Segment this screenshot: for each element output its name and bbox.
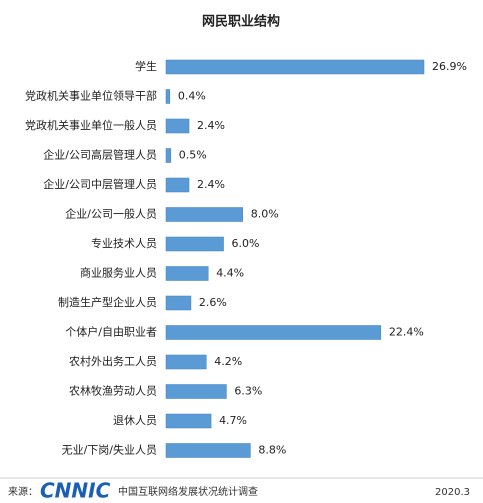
bar — [165, 443, 251, 458]
category-label: 商业服务业人员 — [80, 266, 157, 280]
value-label: 2.4% — [197, 119, 225, 132]
category-label: 个体户/自由职业者 — [65, 325, 157, 339]
category-label: 党政机关事业单位一般人员 — [25, 118, 157, 132]
category-label: 制造生产型企业人员 — [58, 295, 157, 309]
category-label: 党政机关事业单位领导干部 — [25, 89, 157, 103]
bar — [165, 118, 190, 134]
value-label: 2.6% — [199, 296, 227, 309]
category-label: 专业技术人员 — [91, 236, 157, 250]
bar — [165, 177, 190, 193]
bar — [165, 384, 227, 399]
bar — [165, 266, 209, 281]
value-label: 0.4% — [178, 90, 206, 103]
value-label: 2.4% — [197, 178, 225, 191]
category-label: 退休人员 — [113, 414, 157, 427]
value-label: 4.2% — [214, 355, 242, 368]
category-label: 企业/公司中层管理人员 — [43, 177, 157, 191]
value-label: 8.0% — [251, 208, 279, 221]
bar — [165, 236, 224, 252]
value-label: 22.4% — [389, 326, 424, 339]
category-label: 企业/公司高层管理人员 — [43, 148, 157, 162]
logo: CNNIC — [40, 479, 111, 503]
bar — [165, 59, 425, 75]
date: 2020.3 — [435, 487, 470, 498]
value-label: 8.8% — [258, 444, 286, 457]
bar — [165, 354, 207, 370]
source: 中国互联网络发展状况统计调查 — [118, 485, 258, 498]
category-label: 农林牧渔劳动人员 — [69, 384, 157, 398]
value-label: 6.3% — [234, 385, 262, 398]
value-label: 26.9% — [432, 60, 467, 73]
chart-title: 网民职业结构 — [202, 14, 280, 30]
value-label: 0.5% — [179, 149, 207, 162]
bar — [165, 89, 171, 104]
value-label: 6.0% — [232, 237, 260, 250]
category-label: 无业/下岗/失业人员 — [62, 444, 157, 457]
source-label: 来源： — [8, 485, 38, 498]
bar — [165, 325, 382, 340]
category-label: 学生 — [135, 59, 157, 73]
value-label: 4.4% — [216, 267, 244, 280]
bar — [165, 148, 172, 163]
bar — [165, 295, 192, 311]
category-label: 农村外出务工人员 — [69, 354, 157, 368]
bar — [165, 207, 243, 222]
category-label: 企业/公司一般人员 — [65, 207, 157, 221]
value-label: 4.7% — [219, 414, 247, 427]
bar — [165, 413, 212, 429]
